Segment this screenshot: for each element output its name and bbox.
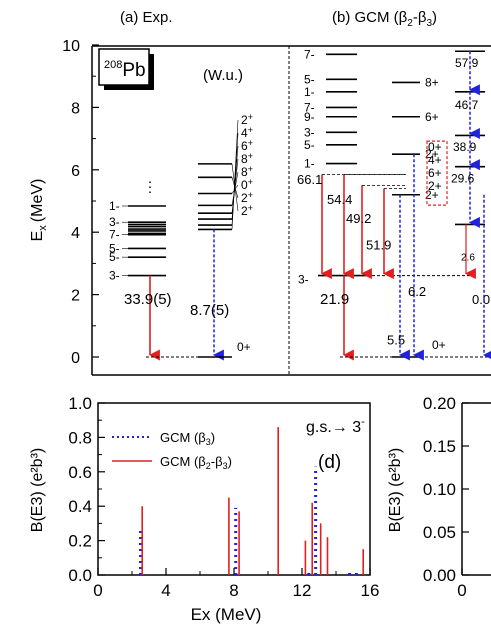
gcm-e3-value: 54.4 xyxy=(327,192,352,207)
gcm-side-value: 46.7 xyxy=(455,98,479,112)
energy-tick-label: 8 xyxy=(71,100,80,117)
gcm-box-label: 2+ xyxy=(428,179,442,193)
level-scheme-frame xyxy=(91,45,491,376)
exp-negative-level-label: 3- xyxy=(109,215,120,229)
panel-b-levels: 1-5-3-9-7-1-5-7-3-66.154.449.251.921.92+… xyxy=(297,47,491,361)
gcm-negative-level-label: 9- xyxy=(304,110,315,124)
gcm-negative-level-label: 7- xyxy=(304,100,315,114)
energy-axis-label: Ex(MeV) xyxy=(29,179,49,242)
nucleus-symbol: Pb xyxy=(122,60,145,81)
energy-tick-label: 0 xyxy=(71,350,80,367)
exp-negative-level-label: 1- xyxy=(109,199,120,213)
exp-positive-level-label: 2+ xyxy=(241,203,253,218)
exp-label-leader xyxy=(231,163,239,212)
gcm-negative-level-label: 3- xyxy=(304,125,315,139)
exp-positive-level-label: 6+ xyxy=(241,138,253,153)
x-tick-label: 12 xyxy=(293,581,312,600)
gcm-positive-level-label: 8+ xyxy=(425,75,439,89)
y-tick-label: 0.8 xyxy=(68,428,92,447)
e-y-tick-label: 0.05 xyxy=(423,523,456,542)
panel-e-ylabel: B(E3) (e²b³) xyxy=(387,448,404,532)
y-tick-label: 0.4 xyxy=(68,497,92,516)
x-tick-label: 0 xyxy=(93,581,102,600)
exp-positive-level-label: 8+ xyxy=(241,151,253,166)
panel-e-plot: 0.00 0.05 0.10 0.15 0.20 0 xyxy=(423,394,469,600)
gcm-side-value: 29.6 xyxy=(451,171,475,185)
exp-ground-label: 0+ xyxy=(237,340,251,354)
energy-tick-label: 2 xyxy=(71,288,80,305)
nucleus-mass: 208 xyxy=(104,59,122,71)
energy-tick-label: 10 xyxy=(62,38,80,55)
exp-negative-level-label: 3- xyxy=(109,269,120,283)
gcm-negative-level-label: 1- xyxy=(304,157,315,171)
exp-positive-level-label: 2+ xyxy=(241,112,253,127)
gcm-box-label: 4+ xyxy=(428,153,442,167)
exp-negative-level-label: 7- xyxy=(109,228,120,242)
gcm-negative-level-label: 5- xyxy=(304,72,315,86)
panel-d-xlabel: Ex (MeV) xyxy=(191,605,262,624)
gcm-side-value: 38.9 xyxy=(453,140,477,154)
gcm-box-label: 0+ xyxy=(428,140,442,154)
exp-e2-value: 8.7(5) xyxy=(190,302,229,319)
legend-red-label: GCM (β2-β3) xyxy=(160,454,232,471)
gcm-e2-value: 0.0 xyxy=(472,292,490,307)
energy-tick-label: 4 xyxy=(71,225,80,242)
gcm-octupole-label: 3- xyxy=(298,273,309,287)
gcm-highlight-box xyxy=(426,140,448,206)
e-y-tick-label: 0.15 xyxy=(423,437,456,456)
panel-b-label: (b) GCM (β2-β3) xyxy=(332,9,437,29)
exp-positive-level-label: 8+ xyxy=(241,164,253,179)
e-y-tick-label: 0.20 xyxy=(423,394,456,413)
gcm-negative-level-label: 5- xyxy=(304,138,315,152)
gcm-e3-value: 51.9 xyxy=(366,237,391,252)
exp-continuation-dots: ⋮ xyxy=(143,179,157,195)
exp-positive-level-label: 2+ xyxy=(241,190,253,205)
energy-tick-label: 6 xyxy=(71,163,80,180)
e-y-tick-label: 0.10 xyxy=(423,480,456,499)
x-tick-label: 4 xyxy=(161,581,170,600)
x-tick-label: 16 xyxy=(361,581,380,600)
legend: GCM (β3) GCM (β2-β3) xyxy=(112,430,232,471)
panel-d-tag: (d) xyxy=(318,452,341,473)
panel-a-levels: 3-5-5-7-3-1-⋮33.9(5)2+4+6+8+8+0+2+2+8.7(… xyxy=(109,112,253,361)
gcm-negative-level-label: 1- xyxy=(304,85,315,99)
y-tick-label: 1.0 xyxy=(68,394,92,413)
e-y-tick-label: 0.00 xyxy=(423,566,456,585)
gcm-e2-value: 6.2 xyxy=(408,284,426,299)
panel-d-annotation: g.s.→ 3- xyxy=(306,416,365,436)
energy-axis-ticks: 0 2 4 6 8 10 xyxy=(62,38,99,367)
panel-d-plot: 0 4 8 12 16 0.0 0.2 0.4 0.6 0.8 1.0 xyxy=(68,394,379,600)
legend-blue-label: GCM (β3) xyxy=(160,430,215,447)
exp-negative-level-label: 5- xyxy=(109,241,120,255)
exp-label-leader xyxy=(231,145,239,220)
gcm-e2-value: 5.5 xyxy=(387,333,405,348)
panel-a-label: (a) Exp. xyxy=(120,9,173,26)
y-tick-label: 0.0 xyxy=(68,566,92,585)
gcm-octupole-value: 21.9 xyxy=(320,291,349,308)
unit-note: (W.u.) xyxy=(203,67,243,84)
gcm-side-value: 57.9 xyxy=(455,56,479,70)
exp-positive-level-label: 4+ xyxy=(241,125,253,140)
exp-positive-level-label: 0+ xyxy=(241,177,253,192)
exp-negative-level-label: 5- xyxy=(109,250,120,264)
exp-e3-value: 33.9(5) xyxy=(124,291,172,308)
gcm-ground-label: 0+ xyxy=(432,338,446,352)
gcm-box-label: 6+ xyxy=(428,166,442,180)
panel-d-ylabel: B(E3) (e²b³) xyxy=(29,448,46,532)
gcm-positive-level-label: 2+ xyxy=(425,147,439,161)
svg-text:208Pb: 208Pb xyxy=(104,59,146,81)
y-tick-label: 0.2 xyxy=(68,532,92,551)
gcm-e3-value: 66.1 xyxy=(297,172,322,187)
gcm-positive-level-label: 2+ xyxy=(425,188,439,202)
gcm-e3-value: 49.2 xyxy=(346,211,371,226)
gcm-side-value: 2.6 xyxy=(461,252,475,263)
x-tick-label: 8 xyxy=(229,581,238,600)
nucleus-box: 208Pb xyxy=(98,48,154,90)
gcm-positive-level-label: 6+ xyxy=(425,110,439,124)
y-tick-label: 0.6 xyxy=(68,463,92,482)
e-x-tick-label: 0 xyxy=(457,581,466,600)
gcm-negative-level-label: 7- xyxy=(304,47,315,61)
